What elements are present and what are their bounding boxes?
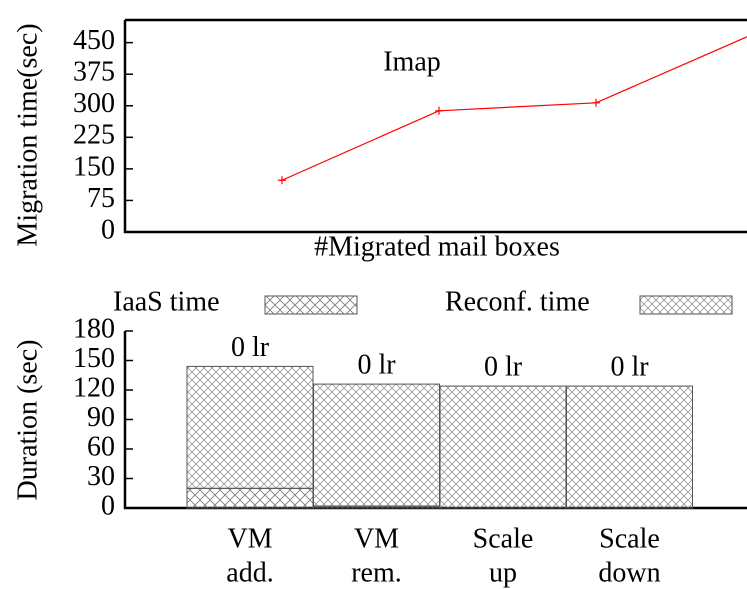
- y-tick-label: 150: [73, 151, 115, 182]
- y-tick-label: 300: [73, 88, 115, 119]
- bar-segment: [439, 385, 567, 509]
- x-axis-label: #Migrated mail boxes: [314, 231, 560, 262]
- bar-label: 0 lr: [484, 351, 523, 382]
- y-tick-label: 30: [87, 461, 115, 492]
- x-tick-label: VM: [354, 523, 399, 554]
- data-point: [278, 176, 286, 185]
- bar-segment: [186, 487, 314, 509]
- bar-label: 0 lr: [231, 332, 270, 363]
- data-point: [592, 98, 600, 107]
- data-line: [281, 36, 747, 181]
- legend-swatch: [264, 295, 358, 315]
- x-tick-label: up: [489, 557, 517, 588]
- x-tick-label: down: [598, 557, 660, 588]
- legend-label: IaaS time: [113, 286, 220, 317]
- y-tick-label: 120: [73, 372, 115, 403]
- x-tick-label: add.: [226, 557, 273, 588]
- y-tick-label: 0: [101, 490, 115, 521]
- x-tick-label: VM: [227, 523, 272, 554]
- y-tick-label: 180: [73, 313, 115, 344]
- data-point: [435, 106, 443, 115]
- x-tick-label: Scale: [473, 523, 534, 554]
- y-tick-label: 60: [87, 431, 115, 462]
- y-tick-label: 225: [73, 120, 115, 151]
- y-axis-label: Migration time(sec): [12, 23, 43, 246]
- bar-segment: [566, 385, 693, 509]
- y-tick-label: 450: [73, 25, 115, 56]
- y-tick-label: 150: [73, 343, 115, 374]
- annotation: Imap: [383, 46, 441, 77]
- y-tick-label: 375: [73, 57, 115, 88]
- y-axis-label: Duration (sec): [12, 340, 43, 501]
- bar-segment: [313, 383, 440, 507]
- bar-label: 0 lr: [357, 350, 396, 381]
- legend-swatch: [639, 295, 733, 315]
- bar-label: 0 lr: [610, 351, 649, 382]
- x-tick-label: Scale: [599, 523, 660, 554]
- y-tick-label: 75: [87, 183, 115, 214]
- bar-segment: [186, 365, 314, 489]
- y-tick-label: 0: [101, 214, 115, 245]
- x-tick-label: rem.: [351, 557, 402, 588]
- y-tick-label: 90: [87, 402, 115, 433]
- legend-label: Reconf. time: [445, 286, 590, 317]
